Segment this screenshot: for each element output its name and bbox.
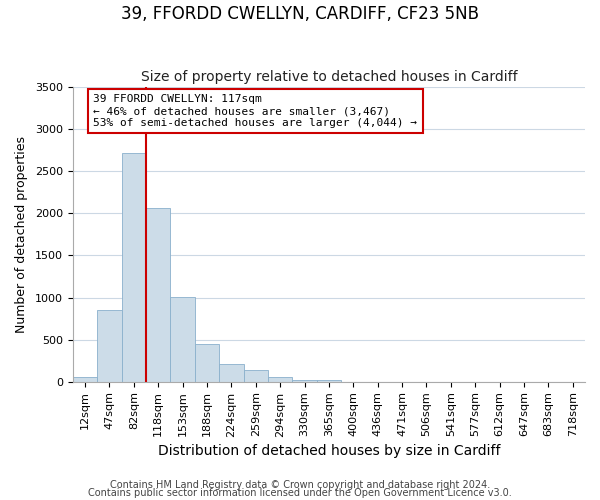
Bar (244, 370, 268, 382)
Bar (73, 378, 97, 382)
Y-axis label: Number of detached properties: Number of detached properties (15, 136, 28, 333)
Bar (292, 380, 317, 382)
Title: Size of property relative to detached houses in Cardiff: Size of property relative to detached ho… (140, 70, 517, 85)
Bar (195, 344, 219, 382)
Bar (97, 310, 122, 382)
Bar (219, 364, 244, 382)
Bar (268, 378, 292, 382)
Bar (317, 380, 341, 382)
Bar (122, 152, 146, 382)
Text: 39 FFORDD CWELLYN: 117sqm
← 46% of detached houses are smaller (3,467)
53% of se: 39 FFORDD CWELLYN: 117sqm ← 46% of detac… (93, 94, 417, 128)
Text: 39, FFORDD CWELLYN, CARDIFF, CF23 5NB: 39, FFORDD CWELLYN, CARDIFF, CF23 5NB (121, 5, 479, 23)
Bar (146, 208, 170, 382)
Text: Contains public sector information licensed under the Open Government Licence v3: Contains public sector information licen… (88, 488, 512, 498)
Text: Contains HM Land Registry data © Crown copyright and database right 2024.: Contains HM Land Registry data © Crown c… (110, 480, 490, 490)
Bar (170, 296, 195, 382)
X-axis label: Distribution of detached houses by size in Cardiff: Distribution of detached houses by size … (158, 444, 500, 458)
